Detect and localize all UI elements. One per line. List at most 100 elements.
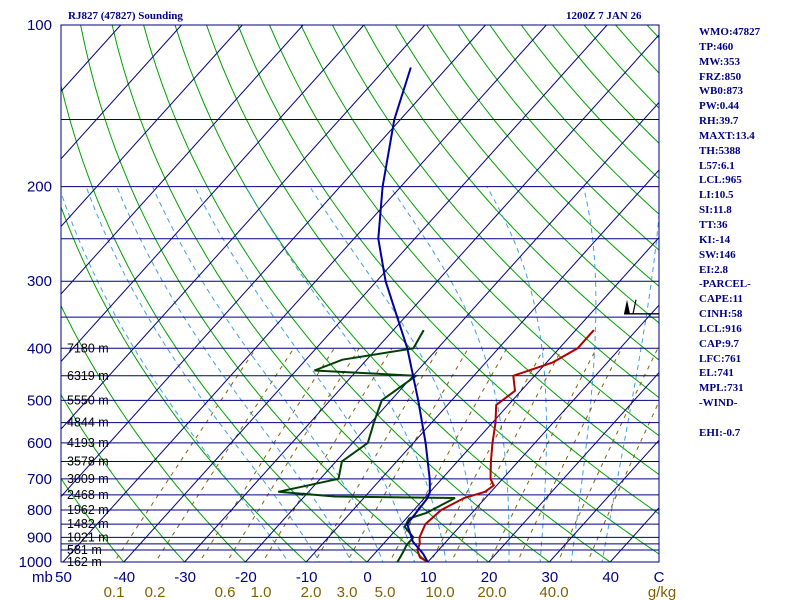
station-title: RJ827 (47827) Sounding bbox=[68, 10, 183, 22]
dry-adiabat bbox=[61, 393, 186, 562]
temperature-tick-label: -30 bbox=[174, 569, 196, 586]
dry-adiabat bbox=[269, 25, 659, 476]
stat-item: LCL:965 bbox=[699, 174, 742, 187]
dry-adiabat bbox=[394, 25, 659, 324]
temperature-tick-label: 20 bbox=[481, 569, 498, 586]
stat-item: TH:5388 bbox=[699, 144, 741, 157]
isotherm bbox=[245, 101, 659, 562]
stat-item: WMO:47827 bbox=[699, 26, 761, 38]
mixing-ratio-label: 1.0 bbox=[251, 584, 272, 600]
pressure-tick-label: 800 bbox=[27, 502, 52, 519]
mixing-ratio-label: 40.0 bbox=[539, 584, 568, 600]
pressure-tick-label: 200 bbox=[27, 179, 52, 196]
pressure-tick-label: 300 bbox=[27, 273, 52, 290]
dry-adiabat bbox=[174, 25, 612, 562]
stat-item: MW:353 bbox=[699, 55, 740, 68]
pressure-tick-label: 1000 bbox=[19, 554, 52, 571]
height-label: 6319 m bbox=[67, 369, 109, 383]
pressure-tick-label: 900 bbox=[27, 529, 52, 546]
height-label: 1482 m bbox=[67, 517, 109, 531]
stat-item: PW:0.44 bbox=[699, 100, 740, 113]
mixing-ratio-line bbox=[346, 348, 469, 562]
dry-adiabat bbox=[237, 25, 659, 515]
isotherms bbox=[61, 25, 659, 562]
dry-adiabat bbox=[80, 25, 429, 562]
stat-item: EL:741 bbox=[699, 367, 734, 380]
mixing-ratio-line bbox=[587, 400, 659, 562]
moist-adiabat bbox=[570, 186, 597, 562]
stat-item: -PARCEL- bbox=[699, 278, 751, 291]
stat-item: LFC:761 bbox=[699, 352, 742, 365]
mixing-ratio-label: 0.1 bbox=[104, 584, 125, 600]
wind-barb-flag bbox=[632, 299, 637, 314]
wind-barb-pennant bbox=[624, 299, 630, 314]
pressure-tick-label: 700 bbox=[27, 471, 52, 488]
height-label: 1962 m bbox=[67, 503, 109, 517]
sounding-datetime: 1200Z 7 JAN 26 bbox=[566, 10, 642, 22]
dry-adiabat bbox=[457, 25, 659, 251]
mixing-ratio-line bbox=[389, 348, 508, 562]
mixing-ratio-line bbox=[430, 348, 545, 562]
temperature-tick-label: 0 bbox=[363, 569, 371, 586]
parcel-curve bbox=[377, 67, 431, 562]
stat-item: WB0:873 bbox=[699, 85, 743, 98]
dry-adiabats bbox=[61, 25, 659, 562]
height-label: 162 m bbox=[67, 555, 102, 569]
temperature-tick-label: 40 bbox=[602, 569, 619, 586]
stat-item: TT:36 bbox=[699, 218, 728, 231]
mixing-ratio-label: 2.0 bbox=[301, 584, 322, 600]
mixing-ratio-line bbox=[262, 348, 393, 562]
dry-adiabat bbox=[61, 477, 125, 562]
stat-item: MAXT:13.4 bbox=[699, 129, 755, 142]
dry-adiabat bbox=[111, 25, 490, 562]
isotherm bbox=[61, 25, 243, 228]
moist-adiabat bbox=[486, 186, 547, 562]
stat-item: CAPE:11 bbox=[699, 293, 743, 306]
height-label: 7180 m bbox=[67, 341, 109, 355]
mixing-ratio-label: 0.6 bbox=[215, 584, 236, 600]
moist-adiabat bbox=[194, 186, 416, 562]
mixing-unit-label: g/kg bbox=[648, 584, 676, 600]
isotherm bbox=[488, 371, 659, 562]
mixing-ratio-label: 3.0 bbox=[337, 584, 358, 600]
stat-item: KI:-14 bbox=[699, 233, 731, 246]
mixing-ratio-line bbox=[226, 348, 360, 562]
isotherm bbox=[549, 439, 659, 562]
stat-item: L57:6.1 bbox=[699, 159, 735, 172]
mixing-ratio-line bbox=[113, 348, 257, 562]
stat-item: RH:39.7 bbox=[699, 115, 739, 128]
moist-adiabat bbox=[85, 186, 321, 562]
mixing-ratio-line bbox=[450, 348, 563, 562]
stat-item: SI:11.8 bbox=[699, 204, 732, 217]
moist-adiabat bbox=[389, 186, 510, 562]
stat-item: CINH:58 bbox=[699, 308, 743, 321]
pressure-tick-label: 500 bbox=[27, 392, 52, 409]
stat-item: EI:2.8 bbox=[699, 263, 729, 276]
temperature-tick-label: 50 bbox=[55, 569, 72, 586]
height-label: 3009 m bbox=[67, 472, 109, 486]
stats-panel: WMO:47827 TP:460 MW:353 FRZ:850 WB0:873 PW:0.… bbox=[699, 25, 799, 441]
temperature-unit-label: C bbox=[654, 569, 665, 586]
stat-item: EHI:-0.7 bbox=[699, 426, 741, 439]
stat-item: CAP:9.7 bbox=[699, 337, 740, 350]
mixing-ratio-line bbox=[199, 348, 335, 562]
temperature-profile bbox=[416, 329, 595, 562]
moist-adiabat bbox=[309, 186, 479, 562]
mixing-ratio-line bbox=[488, 348, 597, 562]
moist-adiabat bbox=[116, 186, 352, 562]
isotherm bbox=[427, 304, 659, 562]
mixing-ratio-lines bbox=[113, 348, 659, 562]
isotherm bbox=[61, 25, 486, 498]
pressure-tick-label: 400 bbox=[27, 340, 52, 357]
mixing-ratio-line bbox=[516, 348, 622, 562]
height-label: 1021 m bbox=[67, 530, 109, 544]
pressure-tick-label: 100 bbox=[27, 17, 52, 34]
moist-adiabat bbox=[152, 186, 384, 562]
stat-item: -WIND- bbox=[699, 397, 738, 410]
mixing-ratio-label: 10.0 bbox=[425, 584, 454, 600]
isobars bbox=[61, 24, 659, 563]
pressure-tick-label: 600 bbox=[27, 435, 52, 452]
temperature-tick-label: -40 bbox=[113, 569, 135, 586]
